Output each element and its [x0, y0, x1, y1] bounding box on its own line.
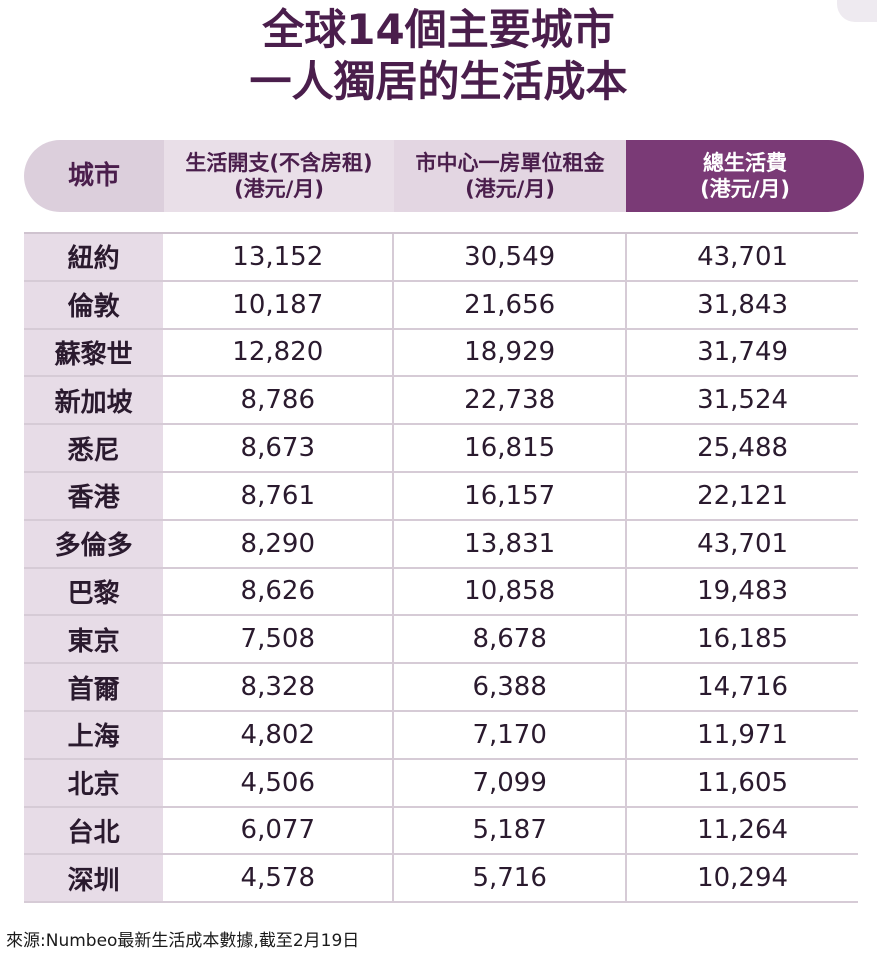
table-row: 悉尼 8,673 16,815 25,488: [24, 425, 858, 473]
table-row: 北京 4,506 7,099 11,605: [24, 759, 858, 808]
total-cell: 10,294: [625, 855, 858, 902]
city-cell: 巴黎: [24, 568, 164, 615]
rent-cell: 18,929: [392, 329, 625, 376]
total-cell: 22,121: [625, 472, 858, 519]
header-total-unit: (港元/月): [700, 177, 790, 201]
rent-cell: 13,831: [392, 520, 625, 567]
total-cell: 14,716: [625, 664, 858, 710]
rent-cell: 21,656: [392, 281, 625, 328]
table-row: 蘇黎世 12,820 18,929 31,749: [24, 329, 858, 378]
table-header: 城市 生活開支(不含房租) (港元/月) 市中心一房單位租金 (港元/月) 總生…: [24, 140, 864, 212]
city-cell: 上海: [24, 711, 164, 758]
table-row: 台北 6,077 5,187 11,264: [24, 807, 858, 856]
city-cell: 多倫多: [24, 520, 164, 567]
rent-cell: 10,858: [392, 568, 625, 615]
living-cost-cell: 8,761: [240, 480, 315, 511]
total-cell: 31,524: [625, 377, 858, 424]
living-cost-cell: 7,508: [240, 624, 315, 655]
rent-cell: 16,157: [392, 472, 625, 519]
table-row: 深圳 4,578 5,716 10,294: [24, 855, 858, 904]
rent-cell: 8,678: [392, 616, 625, 663]
total-cell: 11,264: [625, 807, 858, 854]
table-row: 紐約 13,152 30,549 43,701: [24, 234, 858, 282]
living-cost-cell: 8,786: [240, 385, 315, 416]
table-row: 東京 7,508 8,678 16,185: [24, 616, 858, 665]
header-city: 城市: [24, 140, 164, 212]
living-cost-cell: 13,152: [232, 241, 324, 272]
living-cost-cell: 10,187: [232, 289, 324, 320]
header-total: 總生活費 (港元/月): [626, 140, 864, 212]
cost-table: 紐約 13,152 30,549 43,701 倫敦 10,187 21,656…: [24, 232, 858, 904]
rent-cell: 16,815: [392, 425, 625, 471]
city-cell: 深圳: [24, 855, 164, 902]
total-cell: 25,488: [625, 425, 858, 471]
rent-cell: 7,170: [392, 711, 625, 758]
living-cost-cell: 8,290: [240, 528, 315, 559]
header-total-label: 總生活費: [703, 151, 787, 175]
rent-cell: 5,187: [392, 807, 625, 854]
total-cell: 16,185: [625, 616, 858, 663]
total-cell: 31,749: [625, 329, 858, 376]
rent-cell: 22,738: [392, 377, 625, 424]
table-row: 香港 8,761 16,157 22,121: [24, 472, 858, 521]
header-living-cost-unit: (港元/月): [234, 177, 324, 201]
page-title-line2: 一人獨居的生活成本: [249, 57, 628, 106]
city-cell: 悉尼: [24, 425, 164, 471]
city-cell: 香港: [24, 472, 164, 519]
city-cell: 新加坡: [24, 377, 164, 424]
city-cell: 首爾: [24, 664, 164, 710]
table-row: 上海 4,802 7,170 11,971: [24, 711, 858, 760]
living-cost-cell: 8,328: [240, 672, 315, 703]
page-title-line1: 全球14個主要城市: [262, 5, 615, 54]
table-row: 新加坡 8,786 22,738 31,524: [24, 377, 858, 426]
table-row: 首爾 8,328 6,388 14,716: [24, 664, 858, 712]
living-cost-cell: 4,506: [240, 767, 315, 798]
header-rent-unit: (港元/月): [465, 177, 555, 201]
city-cell: 紐約: [24, 234, 164, 280]
header-living-cost: 生活開支(不含房租) (港元/月): [164, 140, 394, 212]
total-cell: 11,971: [625, 711, 858, 758]
total-cell: 11,605: [625, 759, 858, 806]
rent-cell: 5,716: [392, 855, 625, 902]
living-cost-cell: 4,802: [240, 719, 315, 750]
city-cell: 台北: [24, 807, 164, 854]
living-cost-cell: 12,820: [232, 337, 324, 368]
table-row: 倫敦 10,187 21,656 31,843: [24, 281, 858, 330]
header-city-label: 城市: [67, 161, 120, 191]
corner-decoration: [837, 0, 877, 22]
city-cell: 倫敦: [24, 281, 164, 328]
rent-cell: 7,099: [392, 759, 625, 806]
total-cell: 19,483: [625, 568, 858, 615]
rent-cell: 30,549: [392, 234, 625, 280]
city-cell: 蘇黎世: [24, 329, 164, 376]
header-rent: 市中心一房單位租金 (港元/月): [394, 140, 626, 212]
living-cost-cell: 4,578: [240, 863, 315, 894]
total-cell: 43,701: [625, 520, 858, 567]
header-living-cost-label: 生活開支(不含房租): [185, 151, 373, 175]
total-cell: 43,701: [625, 234, 858, 280]
total-cell: 31,843: [625, 281, 858, 328]
city-cell: 東京: [24, 616, 164, 663]
header-rent-label: 市中心一房單位租金: [415, 151, 605, 175]
living-cost-cell: 8,673: [240, 433, 315, 464]
living-cost-cell: 6,077: [240, 815, 315, 846]
living-cost-cell: 8,626: [240, 576, 315, 607]
table-row: 巴黎 8,626 10,858 19,483: [24, 568, 858, 617]
rent-cell: 6,388: [392, 664, 625, 710]
table-row: 多倫多 8,290 13,831 43,701: [24, 520, 858, 569]
source-note: 來源:Numbeo最新生活成本數據,截至2月19日: [6, 931, 360, 951]
city-cell: 北京: [24, 759, 164, 806]
